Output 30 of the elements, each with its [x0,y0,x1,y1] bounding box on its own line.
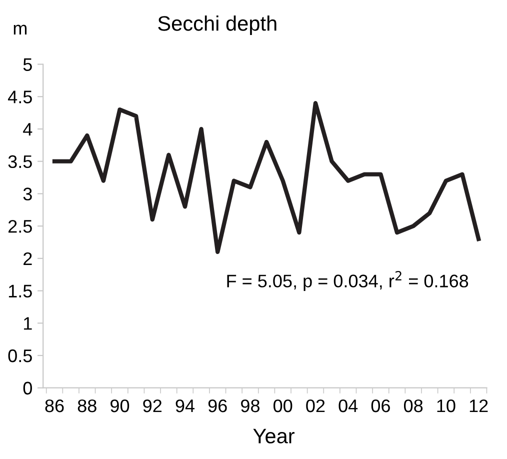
chart-title: Secchi depth [158,16,276,35]
x-tick-label: 04 [338,399,358,412]
x-tick-label: 86 [45,399,64,412]
y-tick-label: 4 [23,123,32,136]
x-tick-label: 88 [78,399,96,412]
x-tick-label: 08 [404,399,423,412]
x-axis-title: Year [253,428,294,444]
x-tick-label: 98 [241,399,260,412]
y-tick-label: 3.5 [8,155,32,168]
line-series [52,101,481,254]
annotation: F = 5.05, p = 0.034, r$^{2}$ = 0.168 [227,270,468,291]
x-tick-label: 94 [176,399,195,412]
y-tick-label: 1 [24,317,32,330]
x-tick-label: 12 [470,399,488,412]
y-axis-title: m [14,24,27,35]
x-tick-label: 92 [143,399,162,412]
x-tick-label: 00 [274,399,292,412]
y-tick-label: 0 [23,382,32,395]
y-tick-label: 2 [24,252,32,265]
y-tick-label: 0.5 [8,349,32,362]
y-tick-label: 4.5 [8,90,32,104]
y-tick-label: 5 [23,58,32,71]
y-tick-label: 1.5 [8,284,32,298]
y-tick-label: 2.5 [8,220,32,233]
x-tick-label: 96 [208,399,227,412]
x-tick-label: 02 [306,399,325,412]
y-tick-label: 3 [23,188,32,200]
x-tick-label: 90 [110,399,130,412]
x-tick-label: 10 [437,399,456,412]
x-tick-label: 06 [371,399,390,412]
